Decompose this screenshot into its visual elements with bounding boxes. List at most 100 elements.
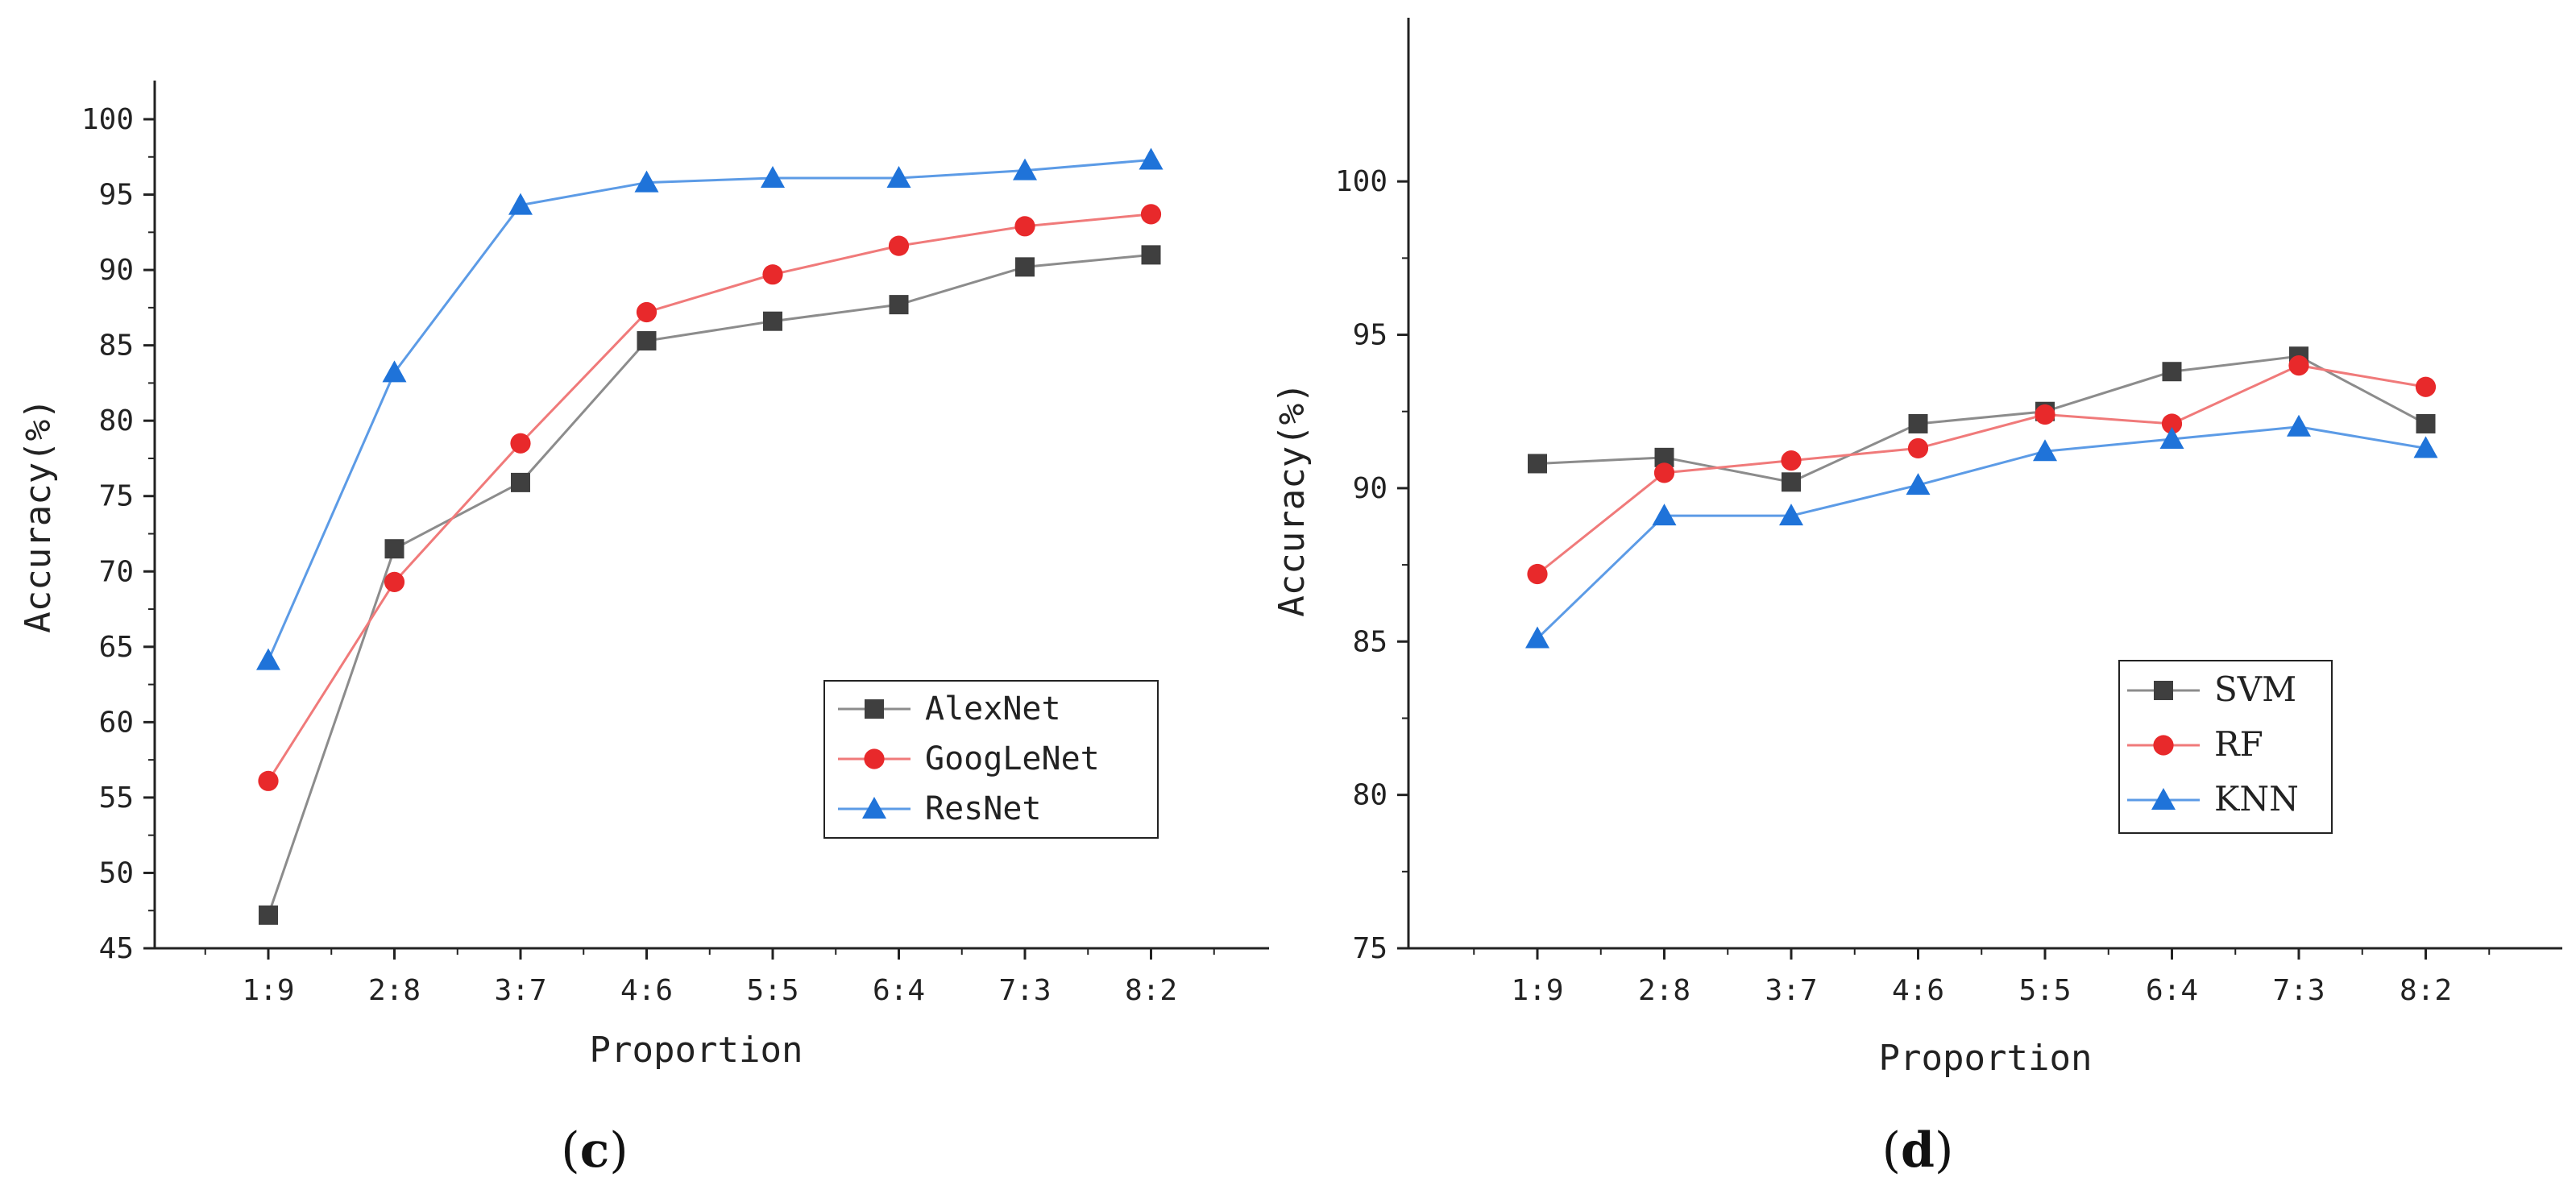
d-point-rf [1907, 437, 1929, 459]
c-y-tick-label: 80 [99, 404, 134, 437]
chart-d-series [1525, 346, 2438, 649]
c-legend-marker [864, 748, 885, 769]
c-y-tick-label: 85 [99, 330, 134, 363]
chart-c-x-ticks: 1:9 2:8 3:7 4:6 5:5 6:4 7:3 8:2 [204, 948, 1215, 1007]
c-point-googlenet [384, 571, 405, 592]
d-point-svm [1528, 454, 1547, 474]
c-legend-label: ResNet [925, 790, 1042, 827]
d-point-knn [1906, 473, 1931, 495]
d-point-knn [1779, 504, 1803, 526]
c-x-tick-label: 4:6 [620, 974, 673, 1007]
c-y-tick-label: 75 [99, 480, 134, 513]
d-legend-marker [2153, 735, 2174, 756]
chart-c-panel-label: (c) [561, 1122, 628, 1179]
d-series-line-rf [1537, 364, 2426, 575]
c-legend-item-resnet: ResNet [838, 790, 1042, 827]
c-y-tick-label: 55 [99, 781, 134, 815]
chart-c-y-ticks: 45 50 55 60 65 70 75 80 85 90 95 100 [81, 103, 155, 965]
c-point-googlenet [510, 433, 531, 454]
c-point-googlenet [1014, 216, 1035, 237]
c-series-alexnet [259, 245, 1161, 925]
chart-c-y-axis-title: Accuracy(%) [18, 398, 59, 632]
d-point-knn [2033, 439, 2057, 462]
d-point-knn [2287, 414, 2311, 437]
d-legend-item-svm: SVM [2127, 670, 2296, 709]
d-series-rf [1527, 355, 2437, 585]
c-point-resnet [1013, 158, 1037, 180]
c-point-resnet [886, 165, 911, 188]
c-y-tick-label: 90 [99, 254, 134, 287]
d-point-svm [1782, 472, 1801, 492]
chart-d-x-axis-title: Proportion [1879, 1038, 2093, 1079]
c-point-googlenet [888, 235, 910, 256]
c-legend-label: AlexNet [925, 690, 1061, 728]
c-point-resnet [256, 648, 280, 670]
c-x-tick-label: 7:3 [998, 974, 1051, 1007]
c-x-tick-label: 8:2 [1125, 974, 1177, 1007]
c-point-alexnet [637, 331, 657, 351]
d-point-knn [2413, 436, 2438, 458]
c-series-line-googlenet [267, 213, 1151, 782]
c-series-line-resnet [267, 159, 1151, 661]
d-point-knn [1652, 504, 1677, 526]
c-point-alexnet [511, 472, 530, 492]
d-point-knn [1525, 626, 1549, 649]
c-point-alexnet [1141, 245, 1161, 265]
chart-c: 45 50 55 60 65 70 75 80 85 90 95 100 1:9 2:8 3:7 4:6 5:… [18, 81, 1269, 1179]
d-legend-label: SVM [2214, 670, 2296, 709]
d-point-svm [2416, 413, 2436, 433]
c-point-resnet [508, 193, 533, 215]
chart-d: 75 80 85 90 95 100 1:9 2:8 3:7 4:6 5:5 6:4 7:3 8:2 P… [1271, 18, 2562, 1179]
chart-d-legend: SVM RF KNN [2118, 660, 2333, 834]
d-x-tick-label: 1:9 [1511, 974, 1563, 1007]
c-legend-marker [865, 699, 884, 719]
c-point-googlenet [1140, 204, 1162, 225]
d-point-rf [1653, 462, 1675, 483]
c-legend-label: GoogLeNet [925, 740, 1100, 777]
d-x-tick-label: 7:3 [2272, 974, 2325, 1007]
c-legend-marker [862, 797, 886, 819]
d-x-tick-label: 4:6 [1892, 974, 1944, 1007]
chart-c-x-axis-title: Proportion [590, 1030, 803, 1071]
d-y-tick-label: 80 [1353, 779, 1388, 812]
chart-d-y-ticks: 75 80 85 90 95 100 [1335, 165, 1408, 965]
d-point-knn [2159, 426, 2184, 449]
d-y-tick-label: 95 [1353, 319, 1388, 352]
c-y-tick-label: 45 [99, 932, 134, 965]
chart-d-x-ticks: 1:9 2:8 3:7 4:6 5:5 6:4 7:3 8:2 [1473, 948, 2491, 1007]
c-point-resnet [761, 165, 785, 188]
d-series-line-knn [1536, 425, 2426, 640]
c-point-googlenet [258, 770, 279, 791]
c-x-tick-label: 5:5 [746, 974, 799, 1007]
c-point-alexnet [259, 905, 278, 925]
c-y-tick-label: 60 [99, 706, 134, 739]
c-x-tick-label: 2:8 [368, 974, 421, 1007]
c-point-alexnet [384, 539, 404, 559]
c-y-tick-label: 95 [99, 179, 134, 212]
c-series-resnet [256, 147, 1164, 670]
c-legend-item-alexnet: AlexNet [838, 690, 1061, 728]
c-point-googlenet [636, 301, 657, 323]
c-y-tick-label: 100 [81, 103, 134, 136]
c-y-tick-label: 70 [99, 555, 134, 588]
d-y-tick-label: 100 [1335, 165, 1388, 198]
d-y-tick-label: 90 [1353, 472, 1388, 505]
c-x-tick-label: 3:7 [494, 974, 546, 1007]
d-point-rf [2415, 376, 2437, 397]
chart-d-y-axis-title: Accuracy(%) [1271, 382, 1313, 616]
chart-c-axes [153, 81, 1269, 950]
d-point-rf [1527, 563, 1548, 585]
c-series-googlenet [258, 204, 1162, 791]
c-point-alexnet [763, 311, 782, 331]
c-point-resnet [382, 360, 407, 383]
d-x-tick-label: 8:2 [2400, 974, 2452, 1007]
c-x-tick-label: 1:9 [242, 974, 294, 1007]
c-point-alexnet [1015, 257, 1035, 277]
chart-d-axes [1407, 18, 2562, 950]
d-y-tick-label: 85 [1353, 625, 1388, 658]
c-point-resnet [1139, 147, 1164, 170]
d-legend-item-rf: RF [2127, 724, 2263, 764]
d-legend-label: KNN [2214, 779, 2299, 819]
chart-c-series [256, 147, 1164, 925]
